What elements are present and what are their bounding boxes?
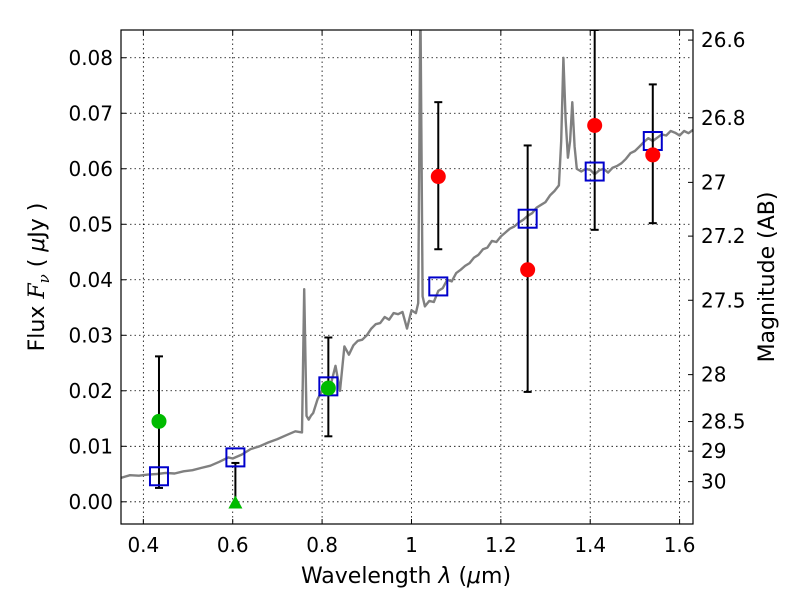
right-tick-label: 29 bbox=[701, 439, 726, 463]
upper-limit-point bbox=[320, 380, 336, 396]
x-tick-label: 1.6 bbox=[664, 533, 696, 557]
x-tick-label: 1.2 bbox=[485, 533, 517, 557]
x-tick-label: 0.6 bbox=[217, 533, 249, 557]
upper-limit-triangle bbox=[228, 495, 243, 509]
model-box bbox=[225, 447, 246, 468]
y-axis-label: Flux Fν ( μJy ) bbox=[25, 203, 53, 352]
right-tick-label: 26.6 bbox=[701, 28, 746, 52]
axis-ticks: 0.4 0.6 0.8 1 1.2 1.4 1.6 0.00 0.01 0.02 0.03 0.04 0… bbox=[68, 28, 745, 557]
right-tick-label: 27.5 bbox=[701, 288, 746, 312]
y-tick-label: 0.06 bbox=[68, 157, 113, 181]
y-tick-label: 0.03 bbox=[68, 323, 113, 347]
model-box bbox=[428, 276, 449, 297]
detection-point bbox=[645, 147, 661, 163]
error-bars bbox=[154, 30, 657, 505]
spectrum-line bbox=[121, 30, 693, 480]
right-y-axis-label: Magnitude (AB) bbox=[755, 192, 780, 363]
detection-point bbox=[430, 169, 446, 185]
y-tick-label: 0.08 bbox=[68, 46, 113, 70]
x-axis-label: Wavelength λ (μm) bbox=[301, 564, 511, 589]
model-box bbox=[584, 161, 605, 182]
y-tick-label: 0.02 bbox=[68, 379, 113, 403]
right-tick-label: 27.2 bbox=[701, 224, 746, 248]
right-tick-label: 27 bbox=[701, 170, 726, 194]
model-box bbox=[517, 208, 538, 229]
right-tick-label: 28 bbox=[701, 363, 726, 387]
y-tick-label: 0.07 bbox=[68, 101, 113, 125]
x-tick-label: 1.4 bbox=[574, 533, 606, 557]
x-tick-label: 0.4 bbox=[127, 533, 159, 557]
upper-limit-point bbox=[151, 413, 167, 429]
plot-frame bbox=[120, 29, 694, 525]
x-tick-label: 1 bbox=[405, 533, 418, 557]
y-tick-label: 0.04 bbox=[68, 268, 113, 292]
right-tick-label: 30 bbox=[701, 470, 726, 494]
model-box bbox=[148, 466, 169, 487]
x-tick-label: 0.8 bbox=[306, 533, 338, 557]
data-points bbox=[151, 117, 661, 509]
y-tick-label: 0.00 bbox=[68, 490, 113, 514]
detection-point bbox=[520, 262, 536, 278]
grid bbox=[121, 30, 693, 524]
y-tick-label: 0.01 bbox=[68, 434, 113, 458]
y-tick-label: 0.05 bbox=[68, 212, 113, 236]
right-tick-label: 26.8 bbox=[701, 106, 746, 130]
right-tick-label: 28.5 bbox=[701, 410, 746, 434]
model-boxes bbox=[148, 131, 663, 487]
detection-point bbox=[587, 117, 603, 133]
